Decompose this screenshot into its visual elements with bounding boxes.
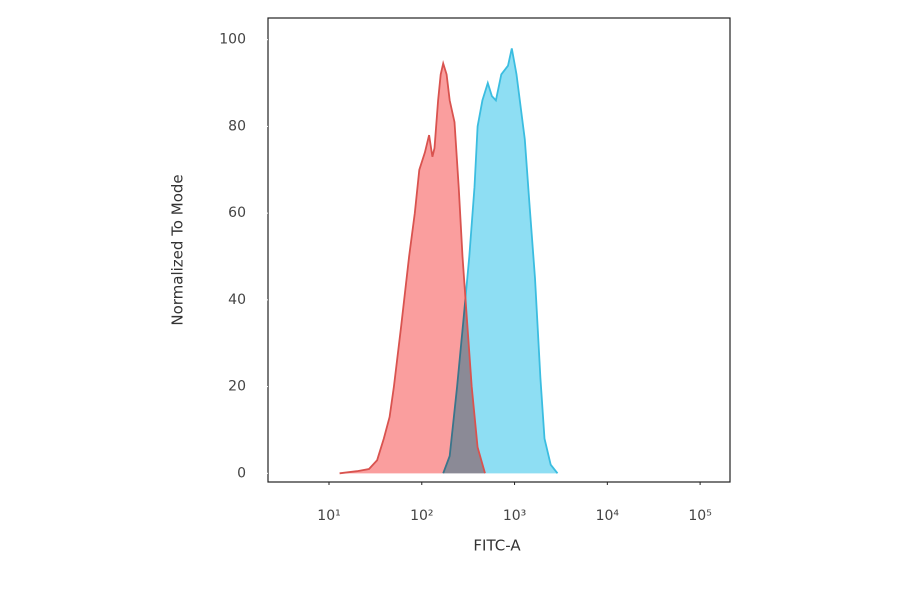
histogram-outline	[442, 48, 559, 474]
x-tick-label: 10²	[410, 508, 433, 524]
histogram-outline	[339, 60, 486, 475]
plot-area	[339, 48, 559, 475]
histogram-area	[339, 63, 485, 474]
y-axis-title: Normalized To Mode	[169, 174, 187, 325]
y-tick-label: 40	[228, 292, 246, 308]
x-tick-label: 10⁵	[688, 508, 711, 524]
y-tick-label: 20	[228, 379, 246, 395]
x-axis-title: FITC-A	[473, 537, 521, 555]
plot-frame	[267, 17, 731, 483]
y-tick-label: 100	[219, 32, 246, 48]
x-tick-label: 10³	[503, 508, 526, 524]
x-tick-label: 10⁴	[596, 508, 620, 524]
y-tick-label: 60	[228, 205, 246, 221]
x-tick-label: 10¹	[317, 508, 340, 524]
y-tick-label: 0	[237, 465, 246, 481]
y-tick-label: 80	[228, 118, 246, 134]
histogram-area	[443, 48, 558, 474]
